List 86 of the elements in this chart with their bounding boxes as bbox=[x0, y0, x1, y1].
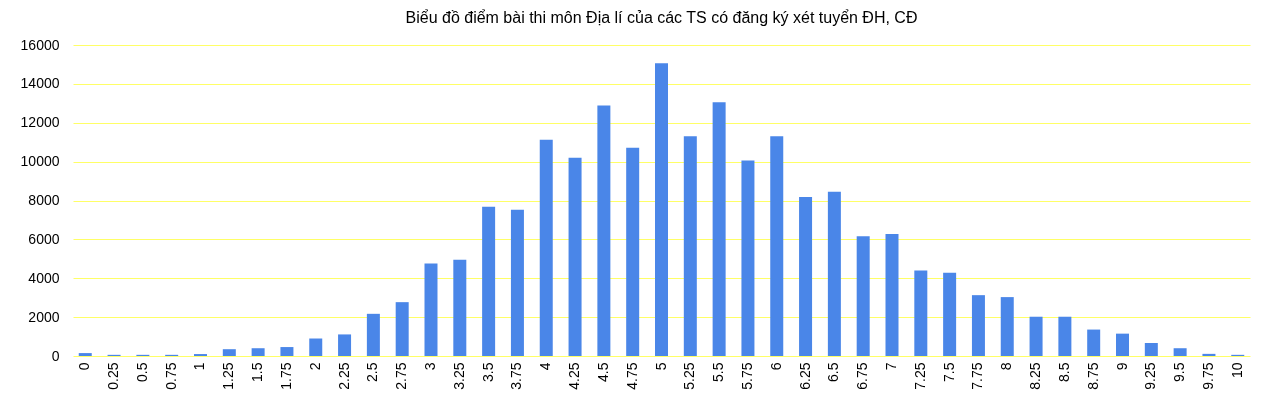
x-tick-label: 1.25 bbox=[220, 362, 237, 390]
x-tick-label: 1.5 bbox=[249, 362, 266, 382]
bar bbox=[338, 334, 352, 356]
bar bbox=[395, 302, 409, 356]
bar bbox=[1173, 348, 1187, 356]
y-tick-label: 16000 bbox=[20, 36, 60, 53]
bar bbox=[1087, 329, 1101, 356]
x-tick-label: 4.25 bbox=[566, 362, 583, 390]
bar bbox=[597, 105, 611, 356]
bar bbox=[482, 206, 496, 356]
bar bbox=[222, 349, 236, 356]
bar bbox=[510, 209, 524, 356]
bar bbox=[366, 313, 380, 356]
x-tick-label: 4 bbox=[537, 362, 554, 371]
x-tick-label: 0 bbox=[76, 362, 93, 371]
y-tick-label: 2000 bbox=[28, 308, 60, 325]
x-tick-label: 6.75 bbox=[854, 362, 871, 390]
x-tick-label: 3.25 bbox=[450, 362, 467, 390]
x-tick-label: 0.5 bbox=[133, 362, 150, 382]
y-tick-label: 10000 bbox=[20, 153, 60, 170]
x-tick-label: 10 bbox=[1228, 362, 1245, 379]
x-tick-label: 5.75 bbox=[738, 362, 755, 390]
bar bbox=[943, 272, 957, 356]
x-tick-label: 6.5 bbox=[825, 362, 842, 382]
bar bbox=[251, 348, 265, 356]
y-tick-label: 14000 bbox=[20, 75, 60, 92]
y-tick-label: 6000 bbox=[28, 230, 60, 247]
bar bbox=[1202, 353, 1216, 356]
bar bbox=[453, 259, 467, 356]
bar bbox=[309, 338, 323, 356]
bar bbox=[971, 295, 985, 356]
x-tick-label: 2 bbox=[306, 362, 323, 371]
x-tick-label: 2.75 bbox=[393, 362, 410, 390]
x-tick-label: 4.75 bbox=[623, 362, 640, 390]
x-tick-label: 8.75 bbox=[1084, 362, 1101, 390]
bar bbox=[799, 197, 813, 356]
y-tick-label: 8000 bbox=[28, 192, 60, 208]
x-tick-label: 0.75 bbox=[162, 362, 179, 390]
x-tick-label: 7.25 bbox=[911, 362, 928, 390]
x-tick-label: 7.5 bbox=[940, 362, 957, 382]
x-tick-label: 5 bbox=[652, 362, 669, 371]
x-tick-label: 9.25 bbox=[1142, 362, 1159, 390]
bar bbox=[1116, 333, 1129, 356]
x-tick-label: 9.75 bbox=[1199, 362, 1216, 390]
bar bbox=[568, 157, 582, 356]
x-tick-label: 3.75 bbox=[508, 362, 525, 390]
bar bbox=[712, 102, 726, 356]
x-tick-label: 0.25 bbox=[105, 362, 122, 390]
bar bbox=[626, 147, 640, 356]
bar bbox=[741, 160, 755, 356]
bar bbox=[770, 136, 784, 356]
bar bbox=[655, 63, 668, 356]
x-tick-label: 7.75 bbox=[969, 362, 986, 390]
x-tick-label: 5.25 bbox=[681, 362, 698, 390]
bar bbox=[914, 270, 928, 356]
x-tick-label: 8 bbox=[998, 362, 1015, 371]
bar bbox=[280, 347, 294, 356]
bar bbox=[1000, 297, 1014, 356]
x-tick-label: 4.5 bbox=[594, 362, 611, 382]
bar bbox=[1144, 342, 1158, 356]
chart-title: Biểu đồ điểm bài thi môn Địa lí của các TS có đăng ký xét tuyển ĐH, CĐ bbox=[405, 9, 918, 26]
x-tick-label: 9 bbox=[1113, 362, 1130, 371]
bar bbox=[539, 139, 553, 356]
x-tick-label: 7 bbox=[883, 362, 899, 371]
x-tick-label: 1.75 bbox=[277, 362, 294, 390]
bar bbox=[827, 191, 841, 356]
x-tick-label: 6 bbox=[767, 362, 784, 371]
bar bbox=[856, 236, 870, 356]
y-tick-label: 12000 bbox=[20, 114, 60, 131]
bar bbox=[1058, 316, 1072, 356]
bar bbox=[424, 263, 438, 356]
x-tick-label: 5.5 bbox=[710, 362, 727, 382]
x-tick-label: 2.5 bbox=[364, 362, 381, 382]
y-tick-label: 4000 bbox=[28, 269, 60, 286]
x-tick-label: 8.5 bbox=[1055, 362, 1072, 382]
bar bbox=[885, 233, 899, 356]
x-tick-label: 8.25 bbox=[1027, 362, 1044, 390]
x-tick-label: 1 bbox=[191, 362, 208, 371]
bar bbox=[683, 136, 697, 356]
x-tick-label: 3.5 bbox=[479, 362, 496, 382]
x-tick-label: 2.25 bbox=[335, 362, 352, 390]
x-tick-label: 3 bbox=[422, 362, 438, 371]
bar bbox=[78, 353, 92, 356]
bar bbox=[1029, 316, 1043, 356]
x-tick-label: 6.25 bbox=[796, 362, 813, 390]
x-tick-label: 9.5 bbox=[1171, 362, 1188, 382]
